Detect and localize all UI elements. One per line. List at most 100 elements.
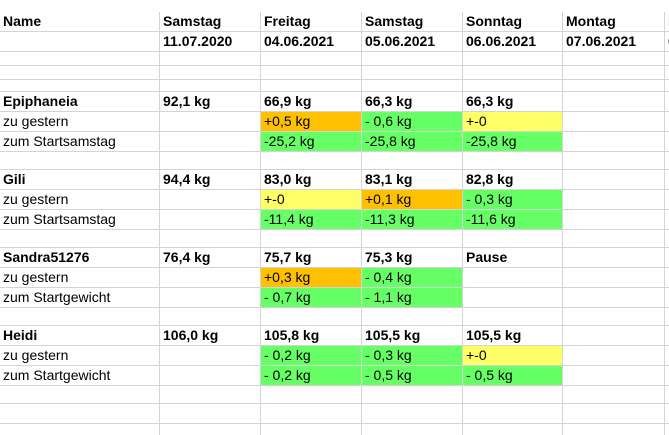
cell[interactable] <box>665 288 669 308</box>
cell[interactable] <box>0 80 160 92</box>
header-date[interactable]: 0 <box>665 32 669 52</box>
diff-cell[interactable]: -11,4 kg <box>261 210 362 230</box>
weight-cell[interactable]: 105,5 kg <box>362 326 463 346</box>
diff-cell[interactable] <box>160 132 261 152</box>
cell[interactable] <box>362 52 463 66</box>
row-label[interactable]: zum Startsamstag <box>0 210 160 230</box>
cell[interactable] <box>362 66 463 80</box>
weight-cell[interactable]: 76,4 kg <box>160 248 261 268</box>
diff-cell[interactable]: - 0,5 kg <box>463 366 563 386</box>
weight-cell[interactable]: 94,4 kg <box>160 170 261 190</box>
cell[interactable] <box>463 66 563 80</box>
row-label[interactable]: zum Startsamstag <box>0 132 160 152</box>
diff-cell[interactable]: +0,5 kg <box>261 112 362 132</box>
header-day[interactable]: Samstag <box>362 12 463 32</box>
weight-cell[interactable] <box>563 248 665 268</box>
cell[interactable] <box>261 386 362 404</box>
diff-cell[interactable] <box>160 288 261 308</box>
cell[interactable] <box>0 404 160 424</box>
diff-cell[interactable]: - 0,3 kg <box>463 190 563 210</box>
cell[interactable] <box>463 230 563 248</box>
cell[interactable] <box>665 424 669 435</box>
diff-cell[interactable]: +-0 <box>261 190 362 210</box>
cell[interactable] <box>261 66 362 80</box>
diff-cell[interactable] <box>563 366 665 386</box>
cell[interactable] <box>261 308 362 326</box>
diff-cell[interactable] <box>563 346 665 366</box>
weight-cell[interactable]: 75,3 kg <box>362 248 463 268</box>
cell[interactable] <box>563 80 665 92</box>
header-day[interactable]: Montag <box>563 12 665 32</box>
cell[interactable] <box>261 80 362 92</box>
cell[interactable] <box>665 190 669 210</box>
diff-cell[interactable] <box>160 210 261 230</box>
weight-cell[interactable]: 75,7 kg <box>261 248 362 268</box>
diff-cell[interactable] <box>563 288 665 308</box>
diff-cell[interactable] <box>563 190 665 210</box>
diff-cell[interactable]: - 0,6 kg <box>362 112 463 132</box>
row-label[interactable]: zum Startgewicht <box>0 366 160 386</box>
diff-cell[interactable] <box>160 346 261 366</box>
cell[interactable] <box>0 52 160 66</box>
cell[interactable] <box>665 80 669 92</box>
cell[interactable] <box>665 92 669 112</box>
diff-cell[interactable]: -25,8 kg <box>463 132 563 152</box>
diff-cell[interactable]: - 1,1 kg <box>362 288 463 308</box>
cell[interactable] <box>160 308 261 326</box>
header-day[interactable]: Freitag <box>261 12 362 32</box>
header-date[interactable]: 07.06.2021 <box>563 32 665 52</box>
cell[interactable] <box>160 152 261 170</box>
row-label[interactable]: zum Startgewicht <box>0 288 160 308</box>
weight-cell[interactable]: 105,5 kg <box>463 326 563 346</box>
cell[interactable] <box>665 386 669 404</box>
weight-cell[interactable]: Pause <box>463 248 563 268</box>
cell[interactable] <box>0 32 160 52</box>
diff-cell[interactable]: -11,6 kg <box>463 210 563 230</box>
cell[interactable] <box>563 404 665 424</box>
cell[interactable] <box>362 404 463 424</box>
header-day[interactable]: Sonntag <box>463 12 563 32</box>
weight-cell[interactable]: 105,8 kg <box>261 326 362 346</box>
header-date[interactable]: 05.06.2021 <box>362 32 463 52</box>
diff-cell[interactable] <box>563 210 665 230</box>
cell[interactable] <box>362 152 463 170</box>
diff-cell[interactable]: - 0,5 kg <box>362 366 463 386</box>
cell[interactable] <box>261 230 362 248</box>
cell[interactable] <box>563 230 665 248</box>
diff-cell[interactable] <box>563 112 665 132</box>
diff-cell[interactable]: +-0 <box>463 346 563 366</box>
diff-cell[interactable]: +0,3 kg <box>261 268 362 288</box>
cell[interactable] <box>665 268 669 288</box>
cell[interactable] <box>665 152 669 170</box>
header-date[interactable]: 04.06.2021 <box>261 32 362 52</box>
cell[interactable] <box>463 404 563 424</box>
cell[interactable] <box>463 52 563 66</box>
cell[interactable] <box>665 366 669 386</box>
cell[interactable] <box>0 308 160 326</box>
header-day[interactable]: D <box>665 12 669 32</box>
diff-cell[interactable] <box>160 268 261 288</box>
cell[interactable] <box>463 80 563 92</box>
cell[interactable] <box>362 80 463 92</box>
cell[interactable] <box>563 308 665 326</box>
diff-cell[interactable] <box>160 190 261 210</box>
weight-cell[interactable]: 66,9 kg <box>261 92 362 112</box>
cell[interactable] <box>362 308 463 326</box>
diff-cell[interactable]: - 0,7 kg <box>261 288 362 308</box>
cell[interactable] <box>362 230 463 248</box>
diff-cell[interactable] <box>563 132 665 152</box>
cell[interactable] <box>665 248 669 268</box>
cell[interactable] <box>463 308 563 326</box>
cell[interactable] <box>160 52 261 66</box>
cell[interactable] <box>563 52 665 66</box>
cell[interactable] <box>261 52 362 66</box>
cell[interactable] <box>665 52 669 66</box>
weight-cell[interactable]: 92,1 kg <box>160 92 261 112</box>
cell[interactable] <box>665 66 669 80</box>
diff-cell[interactable]: - 0,3 kg <box>362 346 463 366</box>
row-label[interactable]: zu gestern <box>0 112 160 132</box>
row-label[interactable]: zu gestern <box>0 268 160 288</box>
cell[interactable] <box>0 152 160 170</box>
cell[interactable] <box>665 308 669 326</box>
